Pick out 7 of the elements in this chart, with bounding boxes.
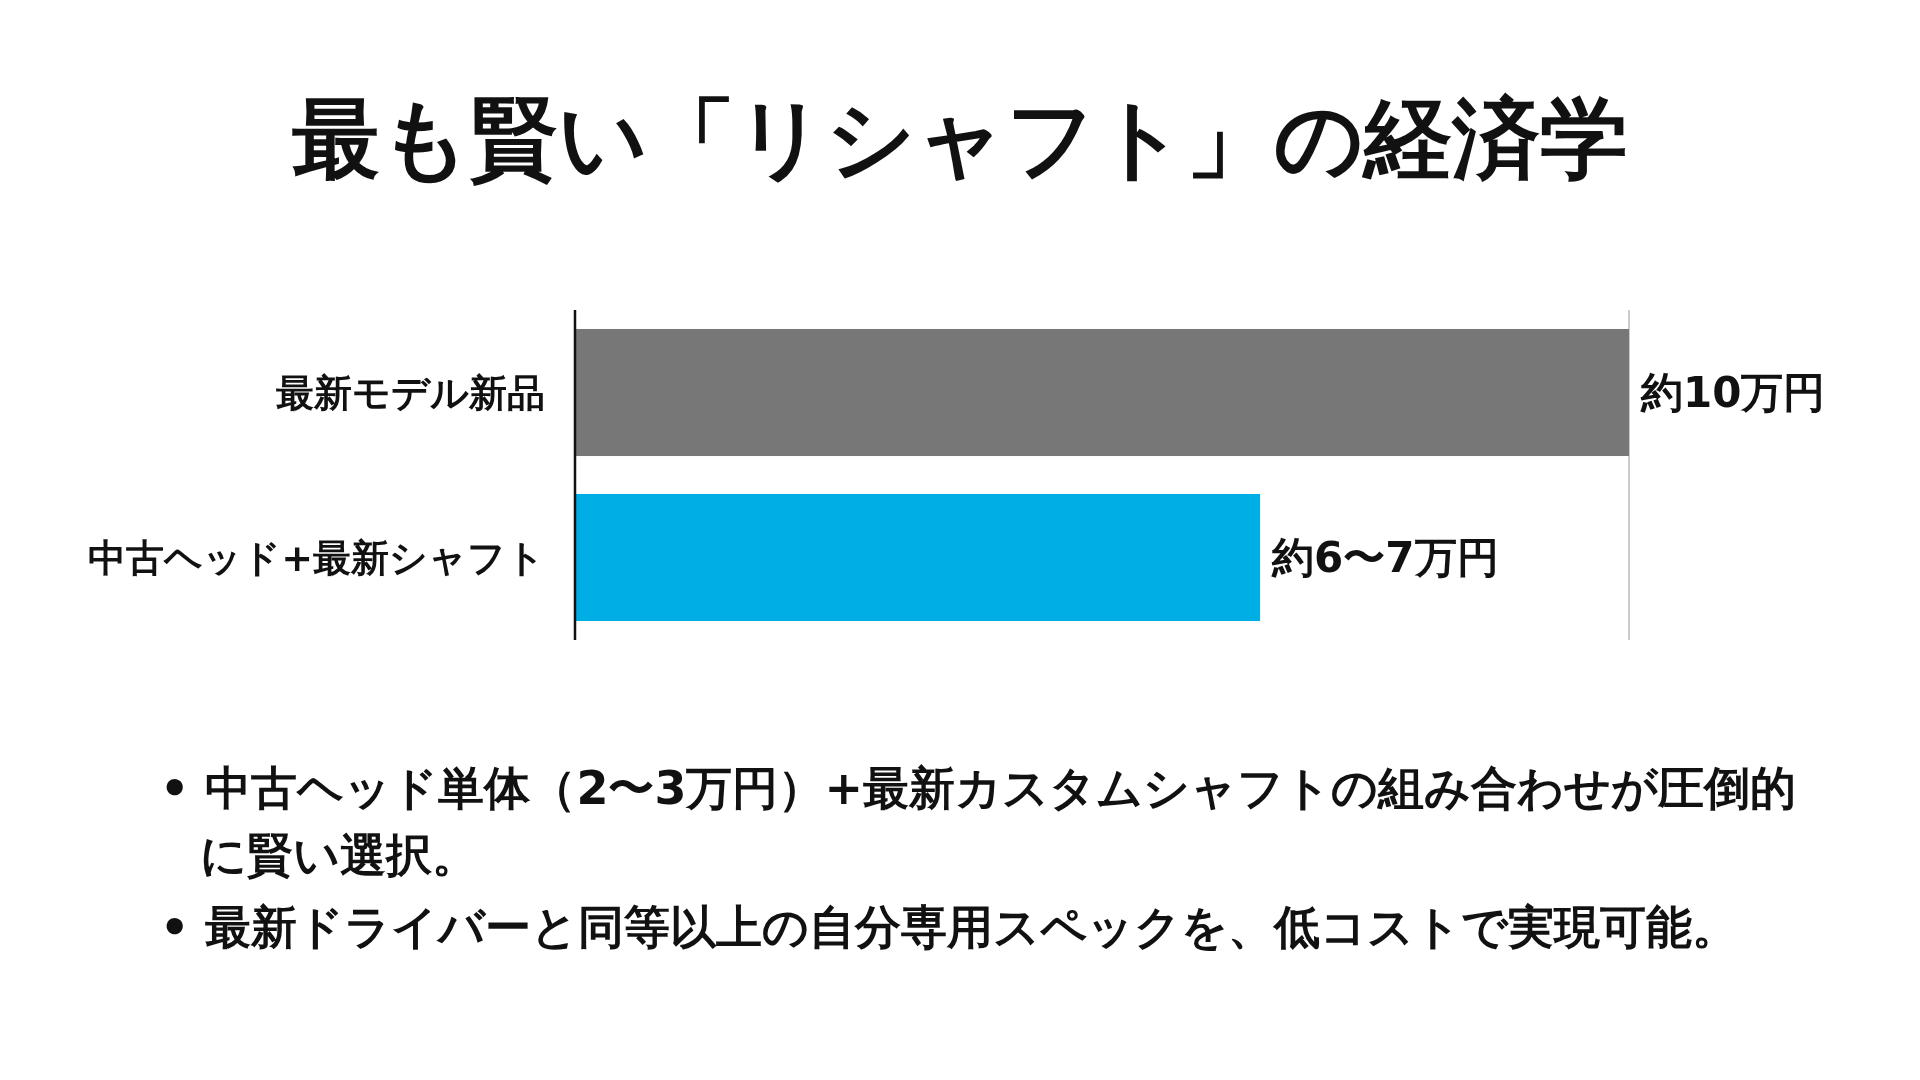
data-label: 約10万円	[1640, 368, 1826, 417]
chart-title: 最も賢い「リシャフト」の経済学	[291, 86, 1629, 192]
text: • 中古ヘッド単体（2〜3万円）+最新カスタムシャフトの組み合わせが圧倒的に賢い選択。	[160, 760, 1797, 884]
data-label: 約6〜7万円	[1271, 533, 1499, 582]
y-tick-label: 最新モデル新品	[276, 370, 545, 415]
text: • 最新ドライバーと同等以上の自分専用スペックを、低コストで実現可能。	[160, 899, 1740, 957]
y-tick-label: 中古ヘッド+最新シャフト	[88, 535, 545, 580]
